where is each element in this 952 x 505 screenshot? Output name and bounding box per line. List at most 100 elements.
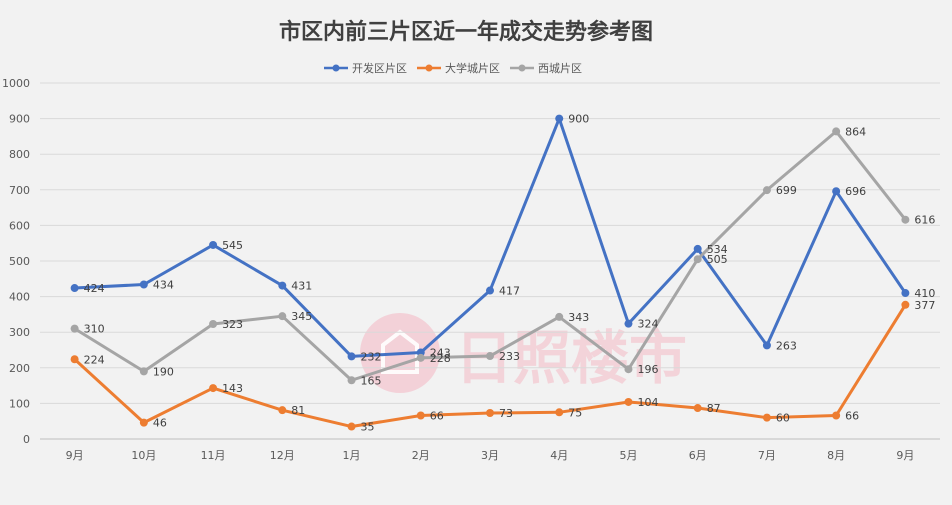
data-label: 232: [361, 350, 382, 363]
y-tick-label: 800: [9, 148, 30, 161]
data-label: 345: [291, 310, 312, 323]
data-point: [209, 320, 218, 329]
data-label: 73: [499, 407, 513, 420]
data-point: [70, 324, 79, 333]
data-point: [347, 376, 356, 385]
data-label: 431: [291, 280, 312, 293]
data-label: 424: [84, 282, 105, 295]
data-label: 104: [637, 396, 658, 409]
data-point: [555, 408, 564, 417]
x-tick-label: 12月: [270, 449, 295, 462]
data-label: 143: [222, 382, 243, 395]
data-point: [832, 127, 841, 136]
y-tick-label: 300: [9, 326, 30, 339]
watermark: 日照楼市: [360, 313, 687, 393]
data-label: 864: [845, 125, 866, 138]
data-point: [693, 255, 702, 264]
legend: 开发区片区 大学城片区 西城片区: [324, 61, 582, 75]
data-label: 87: [707, 402, 721, 415]
x-tick-label: 3月: [481, 449, 499, 462]
data-point: [693, 244, 702, 253]
data-label: 323: [222, 318, 243, 331]
data-point: [139, 418, 148, 427]
y-tick-label: 100: [9, 397, 30, 410]
data-point: [139, 280, 148, 289]
data-label: 60: [776, 412, 790, 425]
y-tick-label: 600: [9, 219, 30, 232]
data-label: 616: [914, 214, 935, 227]
x-tick-label: 10月: [131, 449, 156, 462]
legend-label: 开发区片区: [352, 61, 407, 75]
data-label: 263: [776, 339, 797, 352]
data-label: 190: [153, 365, 174, 378]
y-tick-label: 200: [9, 362, 30, 375]
data-label: 434: [153, 278, 174, 291]
data-point: [901, 300, 910, 309]
data-point: [762, 186, 771, 195]
data-label: 243: [430, 346, 451, 359]
data-point: [624, 319, 633, 328]
data-label: 165: [361, 374, 382, 387]
data-point: [209, 240, 218, 249]
data-label: 699: [776, 184, 797, 197]
data-point: [832, 411, 841, 420]
data-label: 696: [845, 185, 866, 198]
x-tick-label: 9月: [896, 449, 914, 462]
series-area: 424 434 545 431 232 243 417 900 324 534 263 696 410 2…: [70, 113, 935, 434]
chart-title: 市区内前三片区近一年成交走势参考图: [279, 19, 653, 45]
y-tick-label: 0: [23, 433, 30, 446]
data-label: 66: [430, 410, 444, 423]
data-label: 377: [914, 299, 935, 312]
data-label: 228: [430, 352, 451, 365]
y-tick-label: 500: [9, 255, 30, 268]
data-point: [901, 215, 910, 224]
data-label: 81: [291, 404, 305, 417]
data-point: [347, 422, 356, 431]
y-tick-label: 400: [9, 291, 30, 304]
y-tick-label: 900: [9, 113, 30, 126]
data-point: [486, 409, 494, 418]
data-label: 505: [707, 253, 728, 266]
legend-label: 西城片区: [538, 62, 582, 75]
data-point: [624, 397, 633, 406]
data-point: [555, 114, 564, 123]
axes: 0 100 200 300 400 500 600 700 800 900 1000 9月 10月 11月…: [2, 77, 914, 462]
legend-marker: [425, 64, 433, 72]
data-label: 324: [637, 318, 658, 331]
data-point: [901, 289, 910, 298]
data-point: [416, 411, 425, 420]
data-label: 343: [568, 311, 589, 324]
data-point: [278, 281, 287, 290]
data-point: [762, 341, 771, 350]
data-label: 224: [84, 353, 105, 366]
data-point: [139, 367, 148, 376]
data-point: [209, 384, 218, 393]
x-tick-label: 1月: [343, 449, 361, 462]
x-tick-label: 5月: [619, 449, 637, 462]
data-label: 66: [845, 410, 859, 423]
data-point: [762, 413, 771, 422]
watermark-house-icon: [381, 329, 419, 374]
legend-marker: [332, 64, 340, 72]
grid-lines: [40, 82, 940, 440]
data-label: 196: [637, 363, 658, 376]
data-point: [486, 286, 494, 295]
data-point: [624, 365, 633, 374]
x-tick-label: 7月: [758, 449, 776, 462]
data-label: 534: [707, 243, 728, 256]
data-label: 545: [222, 239, 243, 252]
x-tick-label: 9月: [66, 449, 84, 462]
data-label: 900: [568, 113, 589, 126]
data-label: 35: [361, 421, 375, 434]
data-label: 46: [153, 417, 167, 430]
data-point: [278, 406, 287, 415]
legend-marker: [518, 64, 526, 72]
x-tick-label: 2月: [412, 449, 430, 462]
y-tick-label: 700: [9, 184, 30, 197]
x-tick-label: 8月: [827, 449, 845, 462]
x-tick-label: 4月: [550, 449, 568, 462]
data-point: [347, 352, 356, 361]
data-point: [278, 312, 287, 321]
